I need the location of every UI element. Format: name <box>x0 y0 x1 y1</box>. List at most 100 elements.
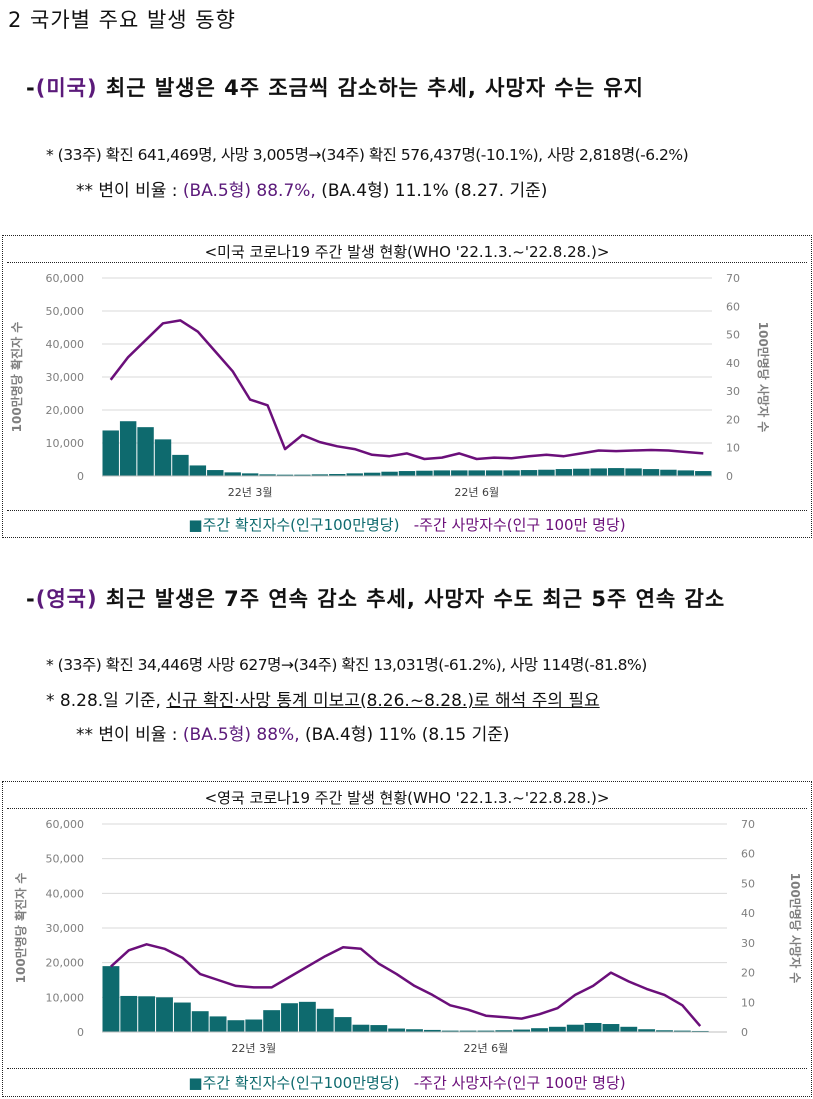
left-tick-label: 0 <box>77 1026 84 1039</box>
right-tick-label: 20 <box>726 413 740 426</box>
us-chart-box: <미국 코로나19 주간 발생 현황(WHO '22.1.3.~'22.8.28… <box>2 235 812 538</box>
legend-line-label: -주간 사망자수(인구 100만 명당) <box>413 1074 626 1092</box>
bar <box>451 470 468 476</box>
right-tick-label: 10 <box>741 996 755 1009</box>
bar <box>173 1002 191 1032</box>
bar <box>406 1029 423 1032</box>
bar <box>311 474 329 476</box>
bar <box>459 1030 477 1032</box>
right-tick-label: 30 <box>726 385 740 398</box>
left-tick-label: 10,000 <box>46 437 85 450</box>
bar <box>656 1030 673 1032</box>
uk-chart-title: <영국 코로나19 주간 발생 현황(WHO '22.1.3.~'22.8.28… <box>204 789 610 807</box>
bar <box>520 470 538 476</box>
right-tick-label: 20 <box>741 967 755 980</box>
bar <box>513 1029 531 1032</box>
bar <box>334 1017 352 1032</box>
us-note-variant: ** 변이 비율 : (BA.5형) 88.7%, (BA.4형) 11.1% … <box>76 181 548 201</box>
bar <box>329 474 346 476</box>
bar <box>276 474 294 476</box>
legend-bar-label: ■주간 확진자수(인구100만명당) <box>188 1074 400 1092</box>
bar <box>607 468 625 476</box>
left-axis-title: 100만명당 확진자 수 <box>9 322 24 433</box>
bar <box>102 430 119 476</box>
bar <box>691 1030 709 1032</box>
left-tick-label: 0 <box>77 470 84 483</box>
right-tick-label: 0 <box>741 1026 748 1039</box>
bar <box>381 471 398 476</box>
right-tick-label: 60 <box>741 848 755 861</box>
right-tick-label: 40 <box>741 907 755 920</box>
x-tick-label: 22년 3월 <box>231 1042 276 1055</box>
bar <box>189 465 207 476</box>
left-tick-label: 60,000 <box>46 818 85 831</box>
left-tick-label: 50,000 <box>46 853 85 866</box>
us-chart-legend: ■주간 확진자수(인구100만명당) -주간 사망자수(인구 100만 명당) <box>3 514 811 535</box>
bar <box>137 427 154 476</box>
bar <box>677 470 695 476</box>
bar <box>638 1029 656 1032</box>
bar <box>398 471 416 476</box>
bar <box>227 1020 245 1032</box>
bar <box>660 469 677 476</box>
left-tick-label: 20,000 <box>46 404 85 417</box>
bar <box>548 1026 566 1032</box>
left-tick-label: 40,000 <box>46 338 85 351</box>
bar <box>224 472 241 476</box>
right-tick-label: 50 <box>741 877 755 890</box>
bar <box>423 1029 441 1032</box>
right-tick-label: 70 <box>741 818 755 831</box>
right-axis-title: 100만명당 사망자 수 <box>788 873 803 984</box>
bar <box>477 1030 495 1032</box>
bar <box>388 1028 406 1032</box>
bar <box>416 470 433 476</box>
right-tick-label: 30 <box>741 937 755 950</box>
x-tick-label: 22년 6월 <box>464 1042 509 1055</box>
bar <box>642 469 660 476</box>
bar <box>531 1028 548 1032</box>
bar <box>346 473 363 476</box>
left-tick-label: 60,000 <box>46 272 85 285</box>
bar <box>573 468 590 476</box>
right-axis-title: 100만명당 사망자 수 <box>756 322 771 433</box>
bar <box>695 471 712 476</box>
left-tick-label: 50,000 <box>46 305 85 318</box>
bar <box>172 454 189 476</box>
bar <box>281 1003 298 1032</box>
legend-line-label: -주간 사망자수(인구 100만 명당) <box>413 516 626 534</box>
us-section-title: -(미국) 최근 발생은 4주 조금씩 감소하는 추세, 사망자 수는 유지 <box>26 76 644 100</box>
us-chart-title: <미국 코로나19 주간 발생 현황(WHO '22.1.3.~'22.8.28… <box>204 243 610 261</box>
bar <box>209 1016 227 1032</box>
us-chart: 60,000 50,000 40,000 30,000 20,000 10,000 0 70 6… <box>9 272 771 499</box>
right-tick-label: 40 <box>726 357 740 370</box>
bar <box>503 470 520 476</box>
bar <box>120 995 138 1032</box>
bar <box>584 1022 602 1032</box>
uk-chart: 60,000 50,000 40,000 30,000 20,000 10,000 0 70 6… <box>13 818 803 1055</box>
right-tick-label: 70 <box>726 272 740 285</box>
section-heading: 2 국가별 주요 발생 동향 <box>8 8 236 32</box>
bar <box>590 468 607 476</box>
uk-section-title: -(영국) 최근 발생은 7주 연속 감소 추세, 사망자 수도 최근 5주 연… <box>26 587 726 611</box>
right-tick-label: 10 <box>726 442 740 455</box>
uk-chart-box: <영국 코로나19 주간 발생 현황(WHO '22.1.3.~'22.8.28… <box>2 781 812 1097</box>
x-tick-label: 22년 3월 <box>228 486 273 499</box>
bar <box>298 1001 316 1032</box>
bar <box>433 470 451 476</box>
right-tick-label: 60 <box>726 300 740 313</box>
bar <box>538 469 555 476</box>
bar <box>259 474 276 476</box>
x-tick-label: 22년 6월 <box>454 486 499 499</box>
bar <box>263 1010 281 1032</box>
left-tick-label: 30,000 <box>46 371 85 384</box>
bar <box>316 1008 334 1032</box>
uk-note-variant: ** 변이 비율 : (BA.5형) 88%, (BA.4형) 11% (8.1… <box>76 725 510 745</box>
divider <box>7 1068 807 1069</box>
divider <box>7 510 807 511</box>
bar <box>468 470 485 476</box>
us-note-cases: * (33주) 확진 641,469명, 사망 3,005명→(34주) 확진 … <box>46 146 689 164</box>
bar <box>294 474 311 476</box>
bar <box>241 473 259 476</box>
bar <box>555 469 573 476</box>
death-series-line <box>110 943 702 1027</box>
